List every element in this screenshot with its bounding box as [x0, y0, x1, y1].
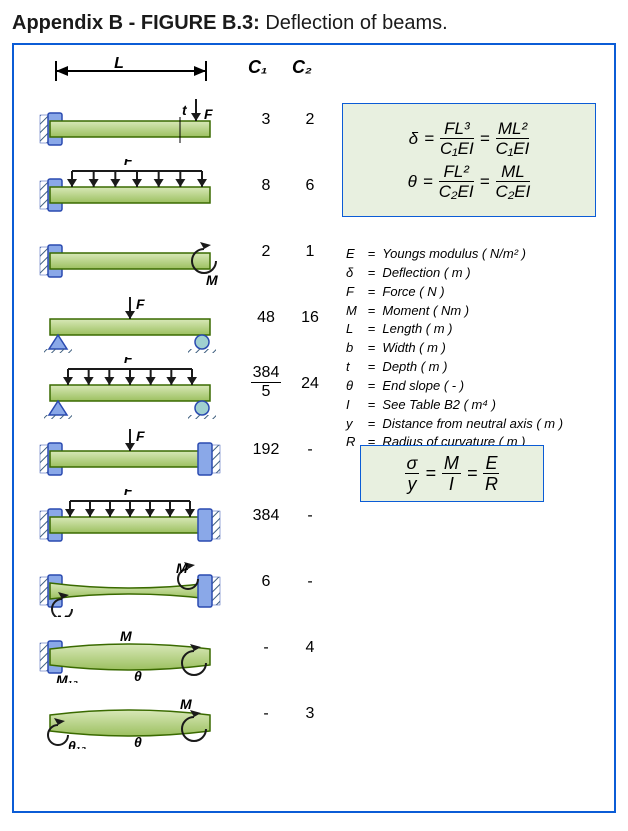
- c2-value: 24: [290, 375, 330, 393]
- c2-value: 4: [290, 639, 330, 657]
- c1-value: 48: [246, 309, 286, 327]
- beam-row-6: F 192-: [28, 423, 328, 489]
- legend-item: M = Moment ( Nm ): [346, 302, 596, 321]
- c2-value: 2: [290, 111, 330, 129]
- svg-text:M₁₂: M₁₂: [56, 672, 78, 683]
- svg-text:F: F: [204, 106, 213, 122]
- svg-text:M: M: [180, 696, 192, 712]
- beam-row-2: F 86: [28, 159, 328, 225]
- svg-text:F: F: [124, 159, 133, 168]
- svg-text:F: F: [136, 428, 145, 444]
- beam-row-8: M M 6-: [28, 555, 328, 621]
- svg-text:θ: θ: [134, 668, 142, 683]
- c2-value: -: [290, 573, 330, 591]
- beam-row-10: Mθ₁₂ θ -3: [28, 687, 328, 753]
- c1-value: 8: [246, 177, 286, 195]
- legend-item: y = Distance from neutral axis ( m ): [346, 415, 596, 434]
- c2-value: -: [290, 441, 330, 459]
- c1-value: -: [246, 705, 286, 723]
- c1-value: 192: [246, 441, 286, 459]
- delta-equation: δ = FL³C₁EI = ML²C₁EI: [351, 120, 587, 157]
- figure-frame: L C₁ C₂ Ft32: [12, 43, 616, 813]
- svg-text:θ₁₂: θ₁₂: [68, 738, 86, 749]
- c2-value: 6: [290, 177, 330, 195]
- beam-row-9: M M₁₂ θ -4: [28, 621, 328, 687]
- c1-value: 3845: [246, 365, 286, 400]
- beam-rows: Ft32 F86: [28, 93, 328, 753]
- svg-text:F: F: [136, 296, 145, 312]
- svg-text:M: M: [56, 612, 68, 617]
- legend-item: t = Depth ( m ): [346, 358, 596, 377]
- col-header-c2: C₂: [292, 57, 312, 78]
- legend-item: θ = End slope ( - ): [346, 377, 596, 396]
- theta-equation: θ = FL²C₂EI = MLC₂EI: [351, 163, 587, 200]
- legend-item: I = See Table B2 ( m⁴ ): [346, 396, 596, 415]
- beam-row-4: F 4816: [28, 291, 328, 357]
- c2-value: 1: [290, 243, 330, 261]
- title-prefix: Appendix B - FIGURE B.3:: [12, 12, 260, 34]
- c2-value: -: [290, 507, 330, 525]
- legend-item: δ = Deflection ( m ): [346, 264, 596, 283]
- beam-row-7: F 384-: [28, 489, 328, 555]
- length-label: L: [34, 55, 204, 73]
- c1-value: 2: [246, 243, 286, 261]
- legend-item: b = Width ( m ): [346, 339, 596, 358]
- c1-value: 3: [246, 111, 286, 129]
- legend-item: F = Force ( N ): [346, 283, 596, 302]
- svg-text:M: M: [176, 560, 188, 576]
- title-rest: Deflection of beams.: [260, 12, 448, 34]
- c2-value: 3: [290, 705, 330, 723]
- deflection-formula-box: δ = FL³C₁EI = ML²C₁EI θ = FL²C₂EI = MLC₂…: [342, 103, 596, 217]
- legend-item: E = Youngs modulus ( N/m² ): [346, 245, 596, 264]
- c1-value: -: [246, 639, 286, 657]
- svg-text:M: M: [120, 628, 132, 644]
- bending-stress-formula-box: σy = MI = ER: [360, 445, 544, 502]
- c1-value: 384: [246, 507, 286, 525]
- beam-row-3: M 21: [28, 225, 328, 291]
- svg-text:θ: θ: [134, 734, 142, 749]
- beam-row-1: Ft 32: [28, 93, 328, 159]
- c2-value: 16: [290, 309, 330, 327]
- c1-value: 6: [246, 573, 286, 591]
- svg-text:F: F: [124, 357, 133, 366]
- figure-title: Appendix B - FIGURE B.3: Deflection of b…: [12, 12, 616, 35]
- col-header-c1: C₁: [248, 57, 267, 78]
- beam-row-5: F 384524: [28, 357, 328, 423]
- symbol-legend: E = Youngs modulus ( N/m² )δ = Deflectio…: [346, 245, 596, 452]
- legend-item: L = Length ( m ): [346, 320, 596, 339]
- svg-text:M: M: [206, 272, 218, 287]
- svg-text:F: F: [124, 489, 133, 498]
- svg-text:t: t: [182, 102, 188, 118]
